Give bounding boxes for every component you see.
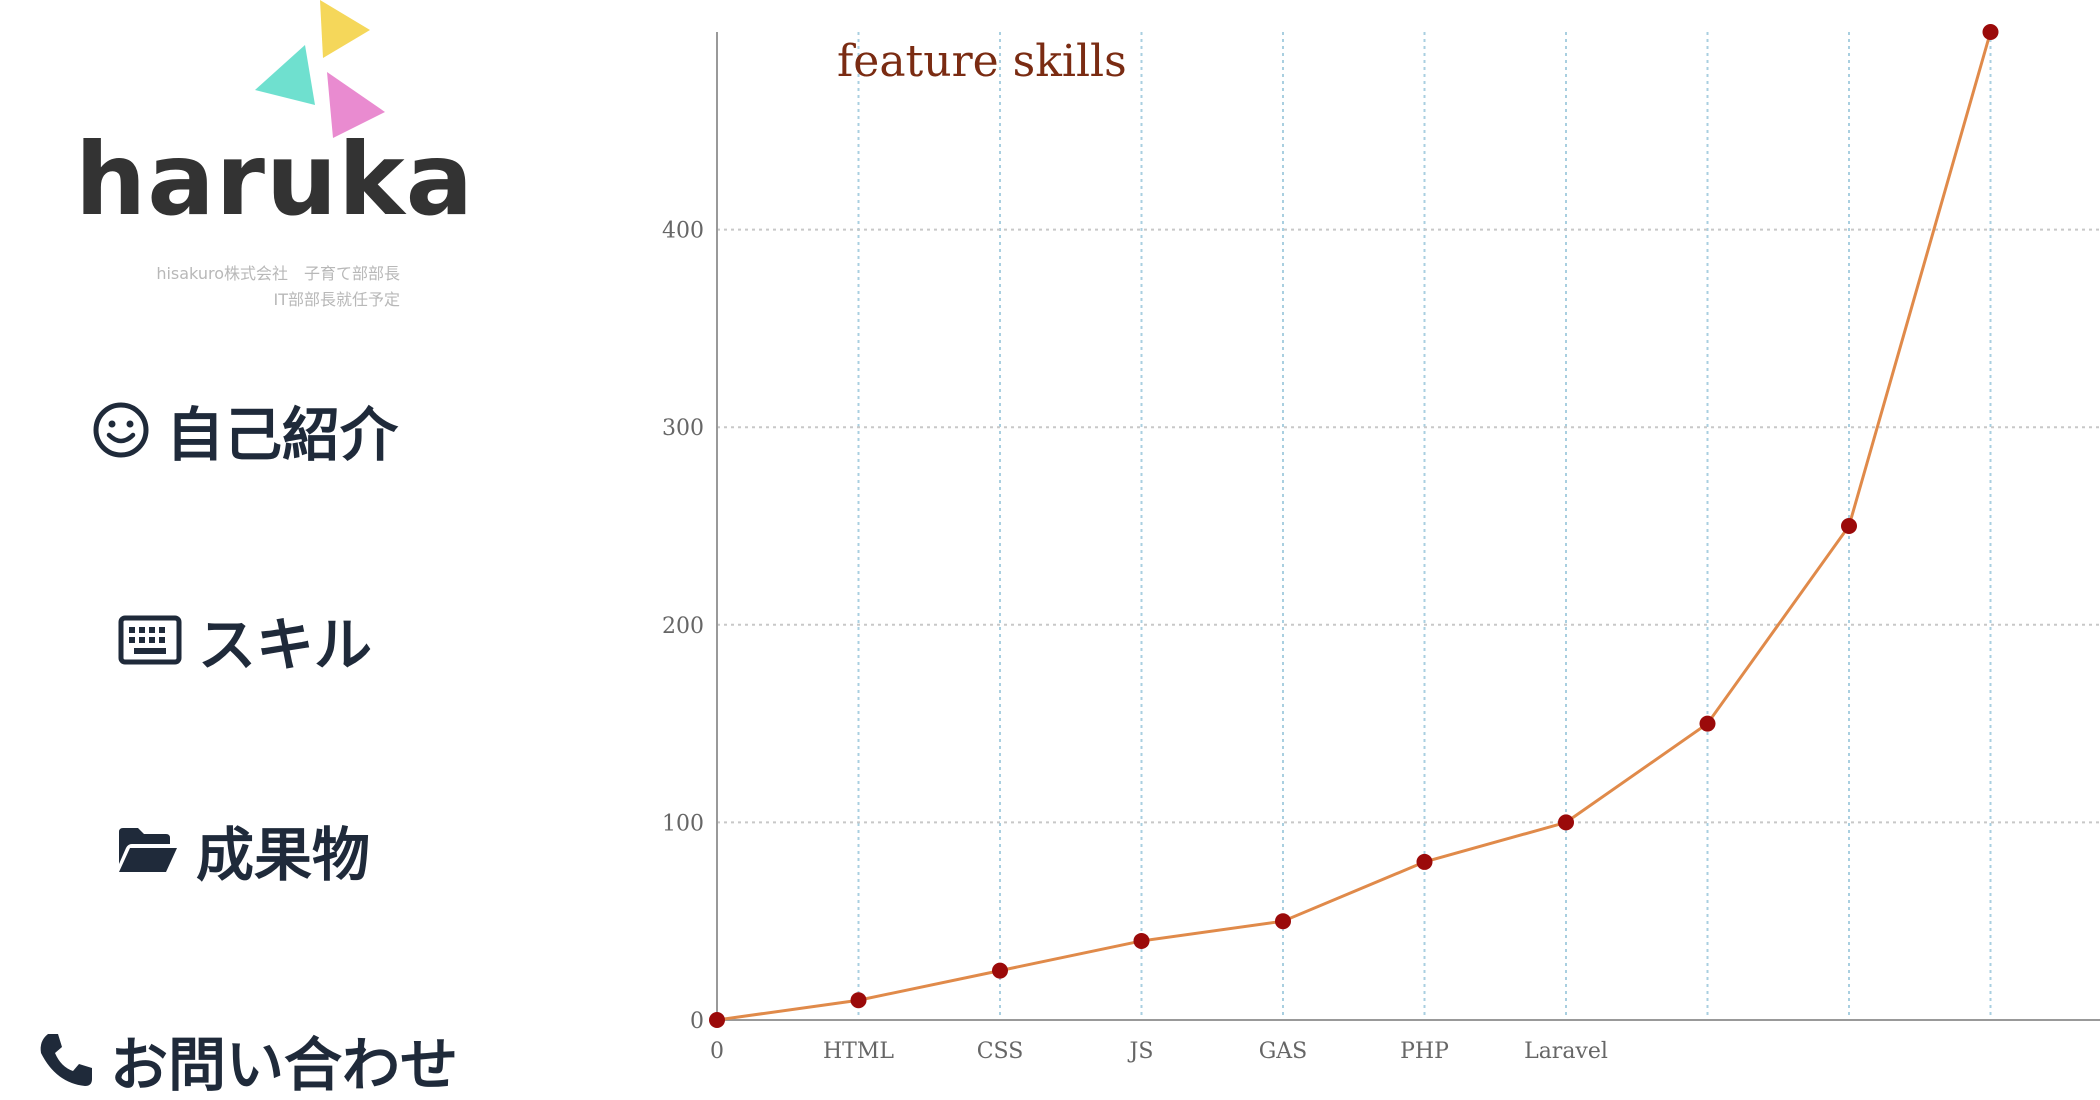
chart-svg: 0 100 200 300 400 0 HTML CSS JS GAS PHP Laravel fea… — [662, 24, 2100, 1064]
y-tick-label: 200 — [662, 614, 704, 639]
nav-item-self-introduction[interactable]: 自己紹介 — [92, 388, 398, 472]
data-point — [1133, 932, 1150, 949]
nav-item-label: スキル — [198, 611, 373, 679]
line-chart: 0 100 200 300 400 0 HTML CSS JS GAS PHP Laravel fea… — [620, 0, 2100, 1100]
x-tick-label: GAS — [1259, 1039, 1308, 1064]
y-tick-label: 300 — [662, 416, 704, 441]
x-tick-label: HTML — [823, 1039, 894, 1064]
axis-layer — [716, 32, 2100, 1021]
series-line — [716, 31, 1992, 1022]
logo-subtitle-line1: hisakuro株式会社 子育て部部長 — [156, 264, 400, 283]
y-tick-label: 100 — [662, 811, 704, 836]
x-tick-label: JS — [1128, 1039, 1154, 1064]
logo[interactable]: haruka hisakuro株式会社 子育て部部長 IT部部長就任予定 — [75, 0, 473, 320]
x-tick-label: PHP — [1400, 1039, 1449, 1064]
data-point — [1982, 24, 1999, 40]
nav-item-works[interactable]: 成果物 — [116, 808, 370, 892]
data-point — [1841, 518, 1857, 534]
smiley-icon — [92, 401, 150, 459]
y-tick-label: 0 — [690, 1009, 704, 1034]
nav-item-contact[interactable]: お問い合わせ — [36, 1018, 458, 1100]
data-point — [1275, 913, 1291, 930]
x-tick-label: 0 — [710, 1039, 724, 1064]
nav-item-skills[interactable]: スキル — [118, 598, 372, 682]
points-layer — [709, 24, 1999, 1028]
tick-labels-layer: 0 100 200 300 400 0 HTML CSS JS GAS PHP Laravel — [662, 219, 1608, 1064]
logo-wordmark: haruka — [75, 121, 475, 238]
grid-layer — [717, 32, 2100, 1020]
y-tick-label: 400 — [662, 219, 704, 244]
folder-open-icon — [116, 824, 180, 876]
logo-subtitle-line2: IT部部長就任予定 — [273, 290, 401, 309]
nav-item-label: 成果物 — [196, 821, 371, 889]
data-point — [1416, 853, 1433, 870]
nav-item-label: お問い合わせ — [110, 1031, 459, 1099]
keyboard-icon — [118, 615, 182, 665]
triangle-logo-icon — [255, 0, 385, 138]
x-tick-label: Laravel — [1524, 1039, 1608, 1064]
series-layer — [716, 31, 1992, 1022]
sidebar: haruka hisakuro株式会社 子育て部部長 IT部部長就任予定 自己紹… — [0, 0, 500, 1100]
chart-title: feature skills — [837, 36, 1127, 87]
data-point — [709, 1012, 725, 1028]
data-point — [1699, 715, 1716, 732]
nav-item-label: 自己紹介 — [166, 401, 399, 469]
x-tick-label: CSS — [977, 1039, 1024, 1064]
data-point — [850, 992, 867, 1009]
data-point — [1558, 814, 1574, 831]
phone-icon — [36, 1031, 94, 1089]
data-point — [992, 962, 1008, 979]
